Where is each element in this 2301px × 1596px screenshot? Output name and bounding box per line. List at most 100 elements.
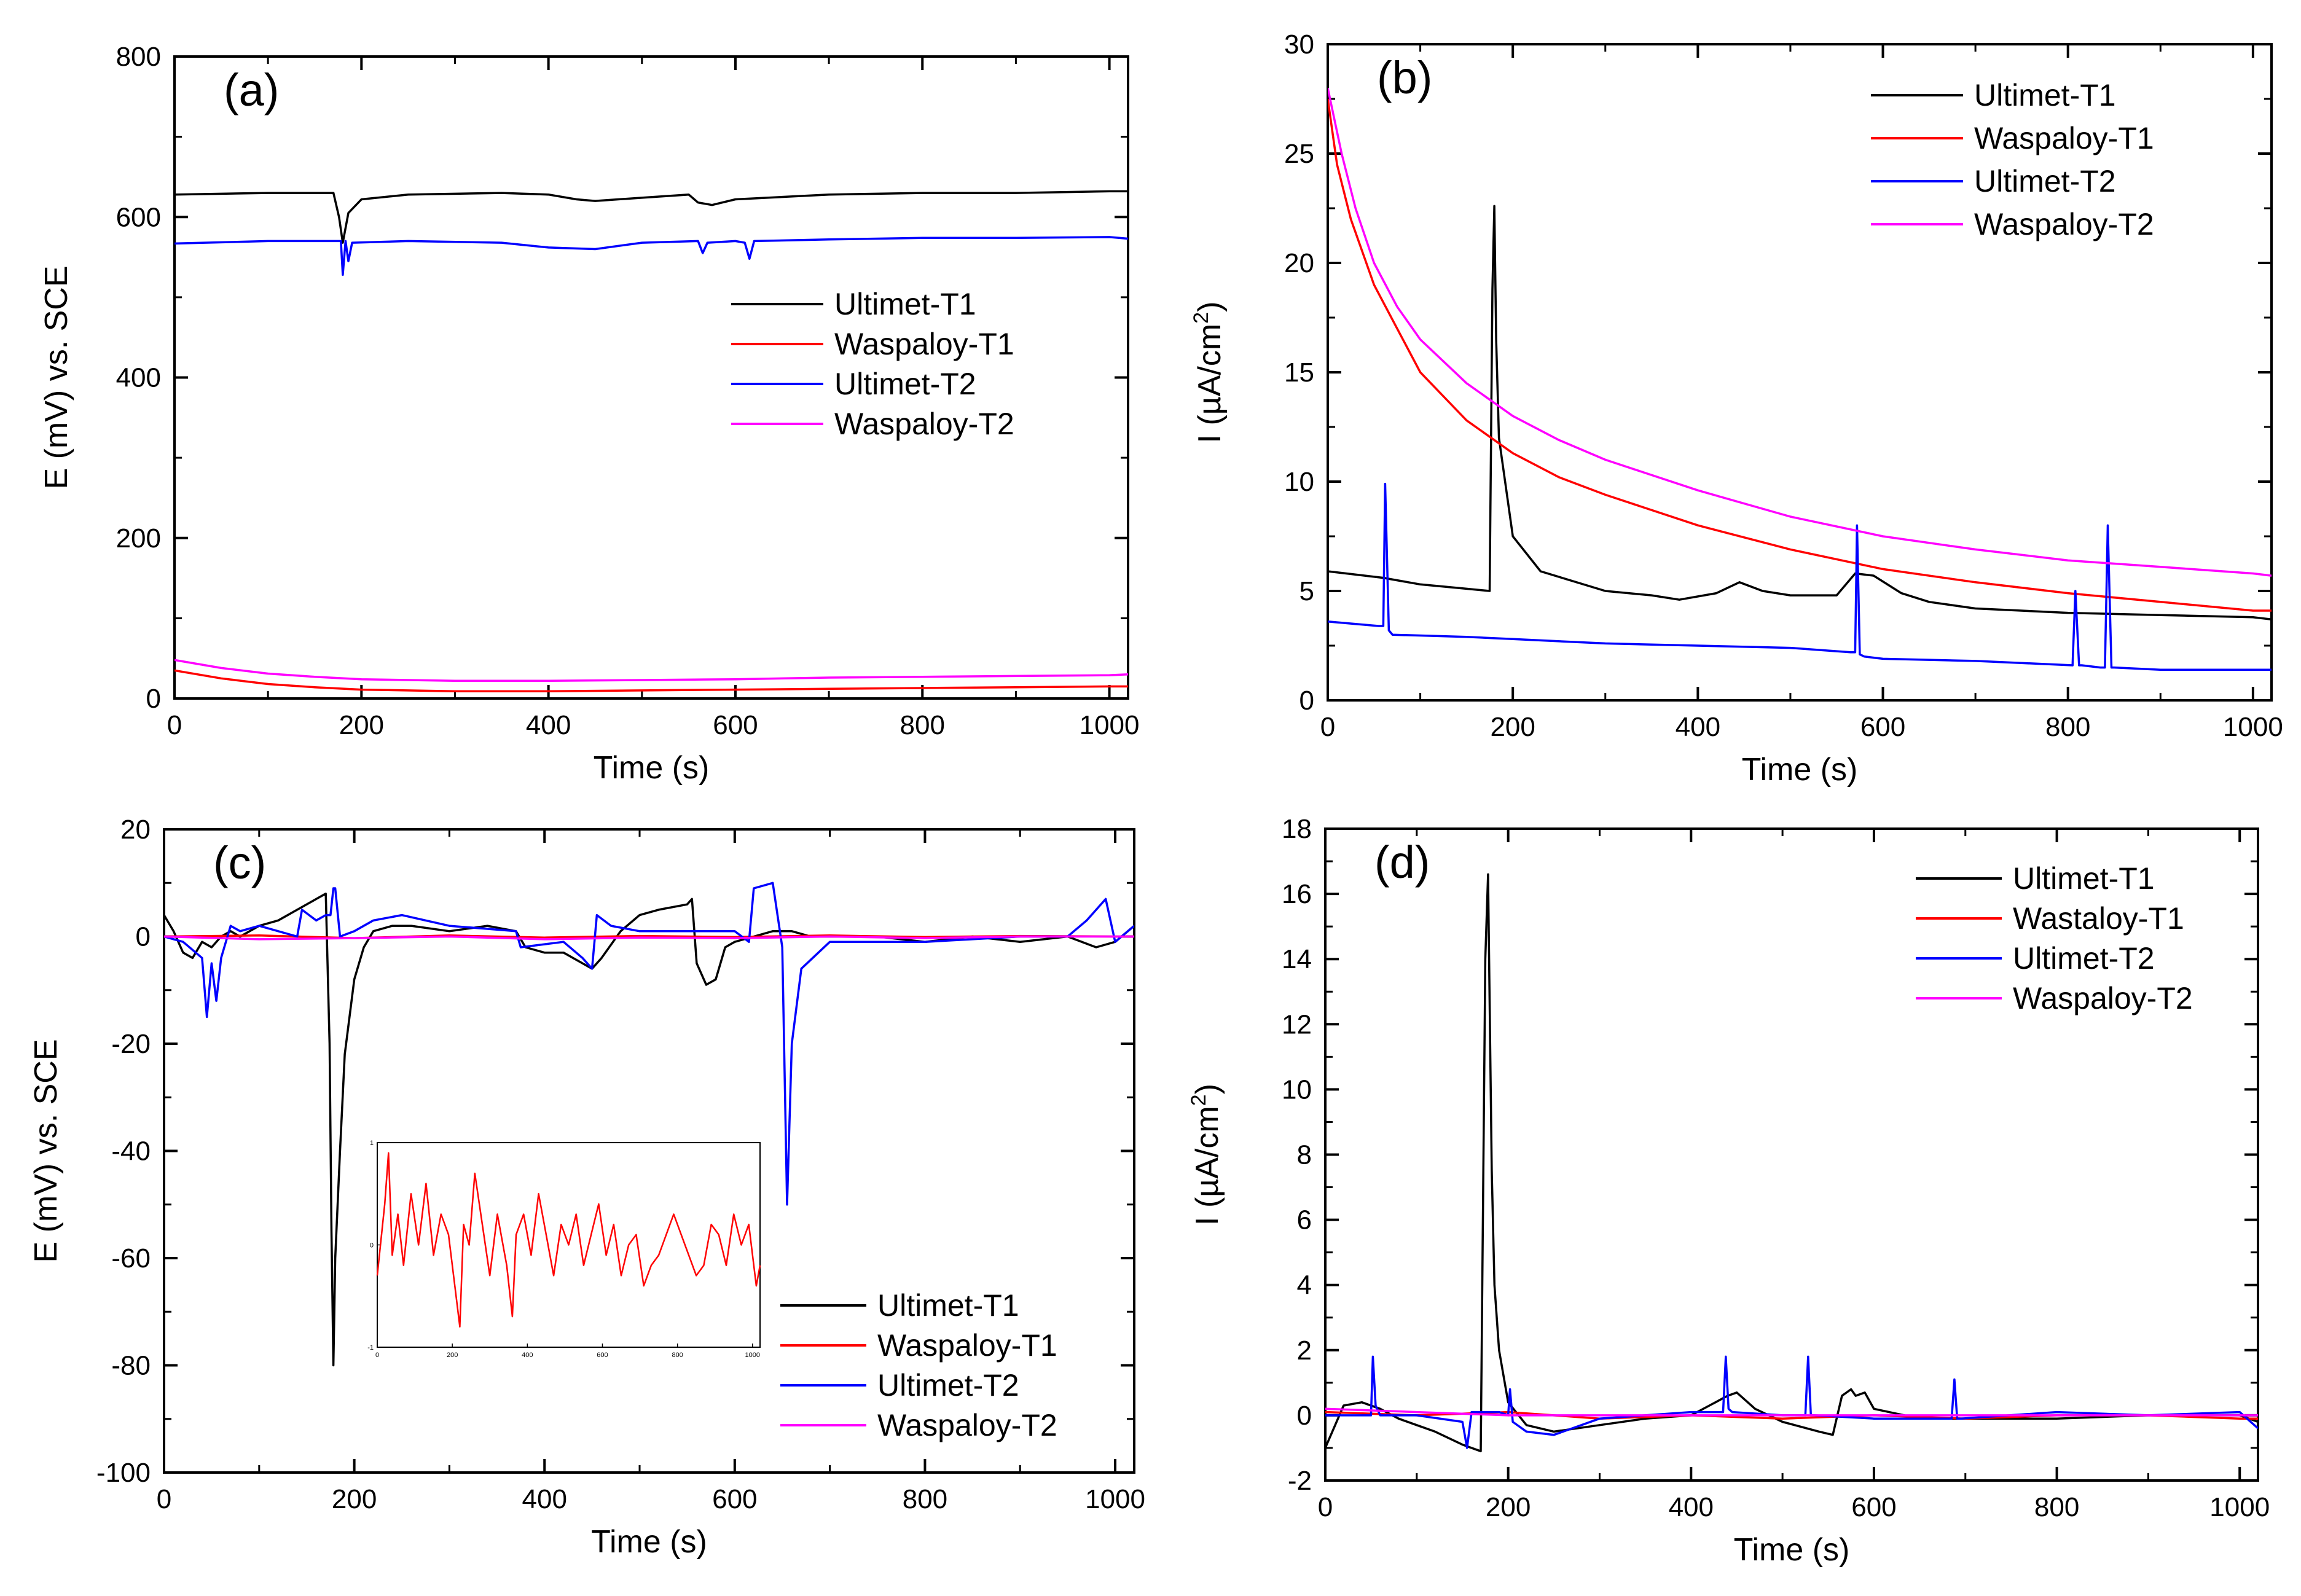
y-tick-label: 0	[136, 922, 151, 952]
series-line-ultimet-t1	[1325, 873, 2258, 1453]
y-tick-label: 16	[1282, 879, 1312, 909]
legend: Ultimet-T1 Wastaloy-T1 Ultimet-T2 Waspaloy-…	[1916, 861, 2193, 1015]
panel-label: (d)	[1374, 837, 1430, 888]
legend-label: Ultimet-T1	[1974, 78, 2116, 112]
x-tick-label: 200	[332, 1484, 377, 1514]
x-tick-label: 600	[712, 1484, 757, 1514]
x-tick-label: 200	[339, 710, 384, 740]
series-line-waspaloy-t1	[174, 669, 1128, 692]
inset-y-tick-label: 0	[370, 1242, 374, 1250]
inset-x-tick-label: 1000	[745, 1352, 760, 1359]
y-tick-label: -80	[111, 1351, 151, 1381]
y-tick-label: -2	[1288, 1466, 1312, 1496]
inset-x-tick-label: 0	[375, 1352, 379, 1359]
series-line-ultimet-t1	[1328, 205, 2272, 621]
legend: Ultimet-T1 Waspaloy-T1 Ultimet-T2 Waspaloy-…	[1871, 78, 2154, 241]
x-tick-label: 1000	[2223, 712, 2283, 742]
y-tick-label: 6	[1297, 1205, 1312, 1235]
x-axis-title: Time (s)	[594, 750, 710, 786]
legend-label: Ultimet-T2	[1974, 164, 2116, 198]
legend-label: Waspaloy-T2	[2013, 981, 2193, 1015]
x-tick-label: 800	[903, 1484, 947, 1514]
series-line-ultimet-t2	[1325, 1355, 2258, 1449]
y-axis-title: I (µA/cm2)	[1190, 302, 1228, 444]
x-tick-label: 400	[1669, 1492, 1714, 1522]
series-line-ultimet-t2	[174, 236, 1128, 276]
legend: Ultimet-T1 Waspaloy-T1 Ultimet-T2 Waspaloy-…	[731, 287, 1014, 441]
y-tick-label: 25	[1284, 139, 1314, 169]
x-tick-label: 800	[2034, 1492, 2079, 1522]
x-tick-label: 200	[1490, 712, 1535, 742]
inset-y-tick-label: -1	[367, 1344, 374, 1352]
legend-label: Waspaloy-T2	[1974, 207, 2154, 241]
y-axis-title: E (mV) vs. SCE	[39, 265, 74, 489]
y-tick-label: 30	[1284, 29, 1314, 60]
panel-b: 0 200 400 600 800 1000 0 5 10 15 20 25 30 Time (s) I (…	[1190, 29, 2283, 788]
panel-c: 0 200 400 600 800 1000-100-80-60-40-20020Time…	[28, 815, 1145, 1560]
y-axis-title: E (mV) vs. SCE	[28, 1039, 64, 1262]
y-tick-label: 4	[1297, 1270, 1312, 1301]
series-group	[164, 882, 1134, 1367]
y-tick-label: 600	[116, 202, 161, 232]
y-tick-label: 0	[1297, 1401, 1312, 1431]
y-axis-title: I (µA/cm2)	[1187, 1084, 1225, 1226]
x-tick-label: 400	[522, 1484, 567, 1514]
legend-label: Wastaloy-T1	[2013, 901, 2184, 936]
y-tick-label: -100	[96, 1458, 151, 1488]
y-tick-label: 12	[1282, 1009, 1312, 1039]
x-tick-label: 1000	[1085, 1484, 1145, 1514]
legend: Ultimet-T1 Waspaloy-T1 Ultimet-T2 Waspaloy-…	[780, 1288, 1057, 1442]
y-tick-label: 400	[116, 363, 161, 393]
inset-x-tick-label: 800	[672, 1352, 683, 1359]
x-axis-title: Time (s)	[591, 1524, 707, 1560]
x-tick-label: 1000	[1080, 710, 1140, 740]
inset-x-tick-label: 600	[597, 1352, 608, 1359]
legend-label: Ultimet-T1	[877, 1288, 1019, 1323]
inset-x-tick-label: 400	[522, 1352, 533, 1359]
y-tick-label: 10	[1282, 1074, 1312, 1105]
series-line-ultimet-t1	[174, 190, 1128, 244]
y-tick-label: -40	[111, 1136, 151, 1167]
x-tick-label: 400	[526, 710, 571, 740]
x-tick-label: 1000	[2209, 1492, 2270, 1522]
y-tick-label: 20	[1284, 248, 1314, 278]
legend-label: Ultimet-T2	[834, 367, 976, 401]
legend-label: Ultimet-T2	[2013, 941, 2155, 976]
y-tick-label: 10	[1284, 467, 1314, 497]
x-tick-label: 0	[157, 1484, 171, 1514]
legend-label: Waspaloy-T1	[834, 327, 1014, 361]
legend-label: Waspaloy-T1	[1974, 121, 2154, 155]
x-axis-title: Time (s)	[1734, 1532, 1850, 1568]
y-tick-label: 800	[116, 42, 161, 72]
y-tick-label: 0	[1299, 686, 1314, 716]
y-tick-label: 200	[116, 523, 161, 554]
legend-label: Waspaloy-T1	[877, 1328, 1057, 1363]
y-tick-label: 2	[1297, 1336, 1312, 1366]
series-group	[1328, 87, 2272, 671]
y-tick-label: 20	[120, 815, 151, 845]
series-group	[174, 190, 1128, 692]
y-tick-label: 0	[146, 684, 161, 714]
inset-chart: 0 200 400 600 800 1000-101	[367, 1140, 761, 1359]
series-group	[1325, 873, 2258, 1453]
x-tick-label: 800	[2045, 712, 2090, 742]
series-line-waspaloy-t2	[174, 659, 1128, 683]
x-tick-label: 600	[1860, 712, 1905, 742]
inset-x-tick-label: 200	[447, 1352, 458, 1359]
y-tick-label: 15	[1284, 358, 1314, 388]
x-tick-label: 400	[1676, 712, 1720, 742]
panel-a: 0 200 400 600 800 1000 0 200 400 600 800 Time (s) E …	[39, 42, 1140, 786]
inset-series-line	[376, 1152, 761, 1328]
y-tick-label: 18	[1282, 814, 1312, 844]
y-tick-label: -60	[111, 1243, 151, 1273]
series-line-waspaloy-t1	[1328, 98, 2272, 612]
panel-label: (a)	[224, 65, 279, 115]
y-tick-label: 5	[1299, 576, 1314, 606]
x-tick-label: 0	[1318, 1492, 1333, 1522]
series-line-ultimet-t2	[164, 882, 1134, 1206]
x-tick-label: 200	[1486, 1492, 1531, 1522]
series-line-waspaloy-t2	[1328, 87, 2272, 577]
y-tick-label: 14	[1282, 944, 1312, 974]
